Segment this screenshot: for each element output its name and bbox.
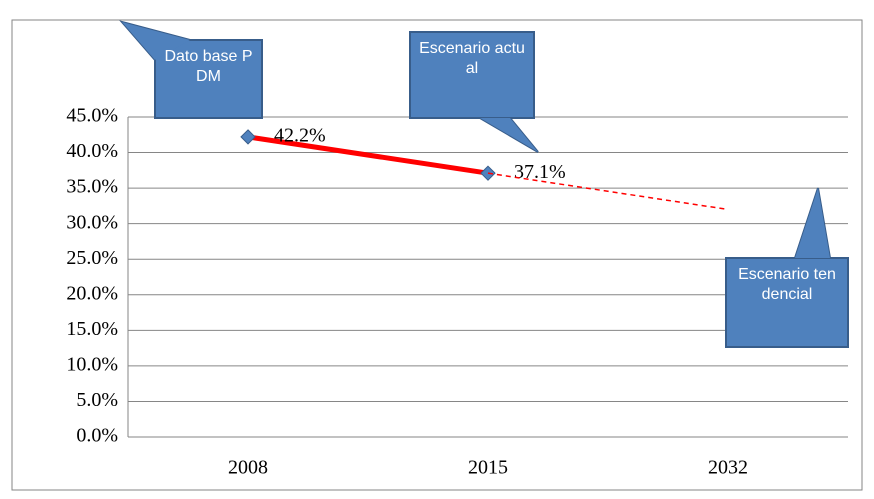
line-series [247,134,489,176]
y-tick-label: 45.0% [66,105,118,127]
callout-label-box: Escenario tendencial [738,266,836,303]
callout-pointer-fill [480,118,538,152]
callout: Dato base PDM [119,20,263,119]
callout-text: Escenario actual [419,40,525,77]
callout-box [154,39,263,119]
y-tick-label: 10.0% [66,353,118,375]
data-label: 37.1% [514,161,566,183]
callout-text: Escenario tendencial [738,266,836,303]
y-tick-label: 30.0% [66,211,118,233]
callout-label-box: Dato base PDM [164,48,253,85]
y-tick-label: 20.0% [66,282,118,304]
y-tick-label: 15.0% [66,318,118,340]
y-tick-label: 40.0% [66,140,118,162]
callout-pointer-fill [795,188,830,258]
data-label: 42.2% [274,125,326,147]
y-tick-label: 25.0% [66,247,118,269]
chart-frame [11,19,863,491]
x-tick-label: 2032 [708,457,748,479]
callout: Escenario actual [409,31,539,153]
callout-box [725,257,849,348]
callout-label-box: Escenario actual [419,40,525,77]
line-series [487,172,729,211]
x-tick-label: 2015 [468,457,508,479]
callout-pointer-fill [122,22,190,60]
callout: Escenario tendencial [725,187,849,348]
y-tick-label: 5.0% [76,389,118,411]
x-tick-label: 2008 [228,457,268,479]
callout-text: Dato base PDM [164,48,253,85]
y-tick-label: 35.0% [66,176,118,198]
y-tick-label: 0.0% [76,425,118,447]
data-point [240,129,256,145]
callout-box [409,31,535,119]
